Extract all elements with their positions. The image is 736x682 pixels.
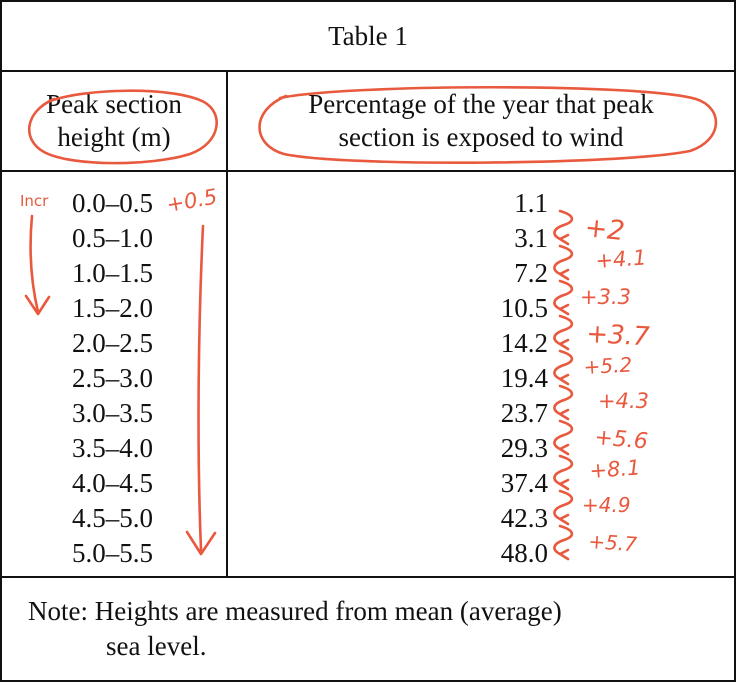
percentage-value: 37.4 bbox=[500, 468, 548, 498]
percentage-value: 23.7 bbox=[500, 398, 548, 428]
height-column: 0.0–0.5 0.5–1.0 1.0–1.5 1.5–2.0 2.0–2.5 … bbox=[2, 172, 228, 576]
table-header-row: Peak section height (m) Percentage of th… bbox=[2, 72, 734, 172]
percentage-value: 10.5 bbox=[500, 293, 548, 323]
height-range: 1.0–1.5 bbox=[72, 258, 153, 288]
height-range: 4.5–5.0 bbox=[72, 503, 153, 533]
height-range: 3.5–4.0 bbox=[72, 433, 153, 463]
table-note: Note: Heights are measured from mean (av… bbox=[2, 578, 734, 680]
height-range: 2.0–2.5 bbox=[72, 328, 153, 358]
percentage-value: 3.1 bbox=[514, 223, 548, 253]
col2-header: Percentage of the year that peak section… bbox=[308, 89, 654, 152]
height-range: 4.0–4.5 bbox=[72, 468, 153, 498]
percentage-value: 48.0 bbox=[500, 538, 548, 568]
height-range: 5.0–5.5 bbox=[72, 538, 153, 568]
table-body: 0.0–0.5 0.5–1.0 1.0–1.5 1.5–2.0 2.0–2.5 … bbox=[2, 172, 734, 578]
percentage-value: 1.1 bbox=[514, 188, 548, 218]
percentage-value: 7.2 bbox=[514, 258, 548, 288]
height-range: 0.0–0.5 bbox=[72, 188, 153, 218]
note-line2: sea level. bbox=[106, 631, 207, 662]
height-range: 2.5–3.0 bbox=[72, 363, 153, 393]
table-title: Table 1 bbox=[328, 20, 408, 51]
height-range: 1.5–2.0 bbox=[72, 293, 153, 323]
col1-header: Peak section height (m) bbox=[2, 72, 228, 170]
percentage-value: 29.3 bbox=[500, 433, 548, 463]
percentage-value: 19.4 bbox=[500, 363, 548, 393]
note-line1: Note: Heights are measured from mean (av… bbox=[28, 596, 562, 626]
height-range: 3.0–3.5 bbox=[72, 398, 153, 428]
percentage-column: 1.1 3.1 7.2 10.5 14.2 19.4 23.7 29.3 37.… bbox=[228, 172, 734, 576]
height-range: 0.5–1.0 bbox=[72, 223, 153, 253]
percentage-value: 42.3 bbox=[500, 503, 548, 533]
percentage-value: 14.2 bbox=[500, 328, 548, 358]
